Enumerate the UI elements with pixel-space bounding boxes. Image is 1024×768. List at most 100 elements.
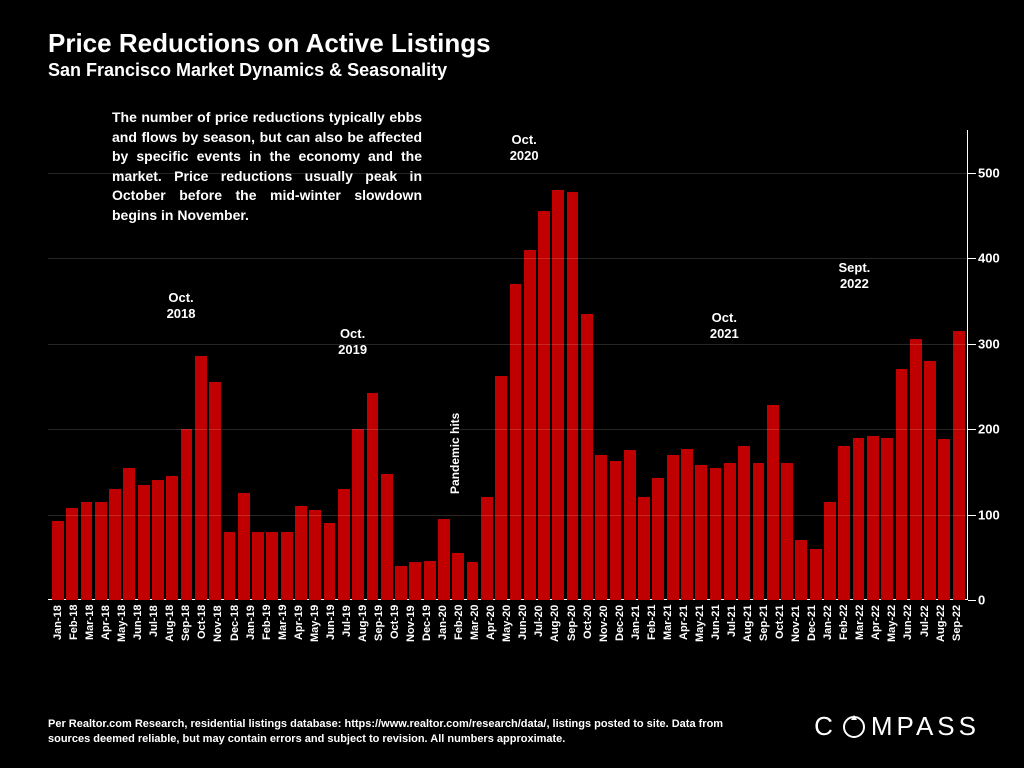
x-tick-label: Feb-20 (453, 605, 467, 665)
footnote: Per Realtor.com Research, residential li… (48, 717, 748, 746)
y-tick-label: 300 (978, 336, 1013, 351)
y-tick-label: 100 (978, 507, 1013, 522)
bar-container (48, 130, 968, 600)
x-tick-label: Jul-22 (919, 605, 933, 665)
bar (867, 436, 879, 600)
x-tick-label: Jun-21 (710, 605, 724, 665)
bar (81, 502, 93, 600)
compass-logo: C MPASS (814, 711, 980, 742)
bar (481, 497, 493, 600)
gridline (48, 173, 968, 174)
x-tick-label: Jun-22 (902, 605, 916, 665)
bar (638, 497, 650, 600)
x-tick-label: Aug-18 (164, 605, 178, 665)
bar (281, 532, 293, 600)
x-tick-label: Jul-20 (533, 605, 547, 665)
x-tick-label: Feb-22 (838, 605, 852, 665)
x-tick-label: Aug-22 (935, 605, 949, 665)
bar (667, 455, 679, 600)
y-tick (968, 173, 976, 174)
x-tick-label: May-20 (501, 605, 515, 665)
x-tick-label: Feb-19 (261, 605, 275, 665)
bar (738, 446, 750, 600)
x-tick-label: Nov-18 (212, 605, 226, 665)
bar (95, 502, 107, 600)
x-tick-label: Aug-20 (549, 605, 563, 665)
bar (581, 314, 593, 600)
x-tick-label: Mar-18 (84, 605, 98, 665)
x-tick-label: Mar-22 (854, 605, 868, 665)
bar (896, 369, 908, 600)
x-tick-label: Oct-19 (389, 605, 403, 665)
bar (753, 463, 765, 600)
bar (552, 190, 564, 600)
x-tick-label: Dec-20 (614, 605, 628, 665)
x-tick-label: Oct-21 (774, 605, 788, 665)
bar (52, 521, 64, 600)
bar (123, 468, 135, 600)
gridline (48, 344, 968, 345)
bar (424, 561, 436, 600)
bar (695, 465, 707, 600)
bar (209, 382, 221, 600)
x-tick-label: Sep-22 (951, 605, 965, 665)
x-tick-label: Dec-19 (421, 605, 435, 665)
bar (624, 450, 636, 600)
x-tick-label: Jan-19 (245, 605, 259, 665)
y-tick (968, 429, 976, 430)
x-tick-label: Aug-21 (742, 605, 756, 665)
x-tick-label: Jan-18 (52, 605, 66, 665)
x-tick-label: Sep-18 (180, 605, 194, 665)
x-tick-label: Feb-18 (68, 605, 82, 665)
x-tick-label: Apr-22 (870, 605, 884, 665)
bar (767, 405, 779, 600)
bar (524, 250, 536, 600)
bar (853, 438, 865, 600)
chart-subtitle: San Francisco Market Dynamics & Seasonal… (48, 60, 447, 81)
bar (309, 510, 321, 600)
bar (395, 566, 407, 600)
x-tick-label: Jul-19 (341, 605, 355, 665)
bar (338, 489, 350, 600)
y-tick (968, 515, 976, 516)
bar (295, 506, 307, 600)
bar (381, 474, 393, 600)
bar (838, 446, 850, 600)
bar (238, 493, 250, 600)
bar (910, 339, 922, 600)
x-tick-label: Jun-20 (517, 605, 531, 665)
x-tick-label: Jan-22 (822, 605, 836, 665)
bar (953, 331, 965, 600)
x-tick-label: Jan-20 (437, 605, 451, 665)
gridline (48, 258, 968, 259)
x-tick-label: Apr-21 (678, 605, 692, 665)
x-tick-label: Mar-21 (662, 605, 676, 665)
bar (467, 562, 479, 600)
bar (610, 461, 622, 600)
y-tick-label: 400 (978, 251, 1013, 266)
x-tick-label: Feb-21 (646, 605, 660, 665)
bar (810, 549, 822, 600)
x-axis-labels: Jan-18Feb-18Mar-18Apr-18May-18Jun-18Jul-… (48, 605, 968, 665)
x-tick-label: Aug-19 (357, 605, 371, 665)
x-tick-label: Jul-18 (148, 605, 162, 665)
bar (938, 439, 950, 600)
bar (724, 463, 736, 600)
x-tick-label: Nov-20 (598, 605, 612, 665)
bar (109, 489, 121, 600)
x-tick-label: Dec-18 (229, 605, 243, 665)
bar (924, 361, 936, 600)
bar (710, 468, 722, 600)
x-tick-label: May-21 (694, 605, 708, 665)
x-tick-label: Sep-20 (566, 605, 580, 665)
bar (510, 284, 522, 600)
bar (224, 532, 236, 600)
bar (567, 192, 579, 600)
y-tick (968, 344, 976, 345)
bar (824, 502, 836, 600)
bar (538, 211, 550, 600)
x-tick-label: May-19 (309, 605, 323, 665)
y-tick-label: 200 (978, 422, 1013, 437)
y-tick-label: 500 (978, 165, 1013, 180)
logo-lead: C (814, 711, 837, 742)
